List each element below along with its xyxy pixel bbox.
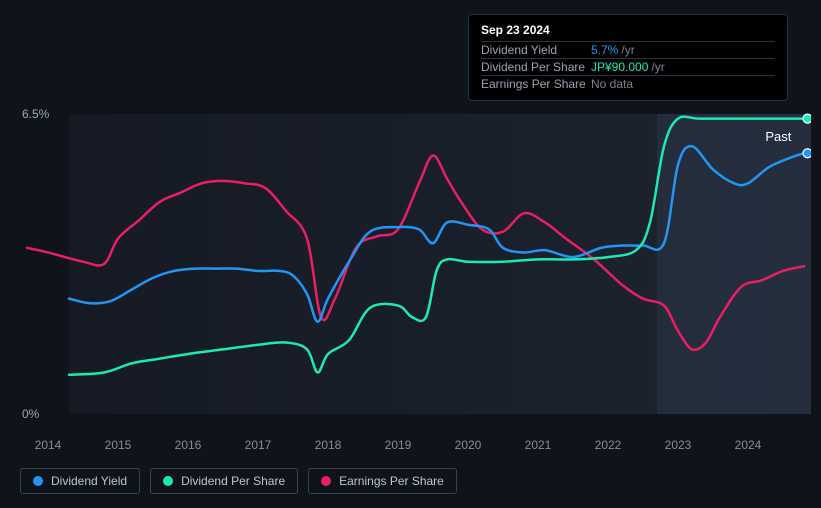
x-tick-2019: 2019: [385, 438, 412, 452]
tooltip-row-value: No data: [591, 77, 775, 91]
legend-item-label: Dividend Yield: [51, 474, 127, 488]
chart-legend: Dividend Yield Dividend Per Share Earnings…: [20, 468, 457, 494]
x-tick-2020: 2020: [455, 438, 482, 452]
legend-item-label: Dividend Per Share: [181, 474, 285, 488]
tooltip-date: Sep 23 2024: [481, 23, 775, 37]
legend-item-earnings_per_share[interactable]: Earnings Per Share: [308, 468, 457, 494]
x-tick-2015: 2015: [105, 438, 132, 452]
tooltip-row-label: Dividend Per Share: [481, 60, 591, 74]
x-tick-2021: 2021: [525, 438, 552, 452]
chart-tooltip: Sep 23 2024 Dividend Yield5.7%/yrDividen…: [468, 14, 788, 101]
legend-item-dividend_per_share[interactable]: Dividend Per Share: [150, 468, 298, 494]
x-tick-2016: 2016: [175, 438, 202, 452]
legend-item-dividend_yield[interactable]: Dividend Yield: [20, 468, 140, 494]
legend-dot-icon: [321, 476, 331, 486]
x-axis: 2014 2015 2016 2017 2018 2019 2020 2021 2022 2023…: [20, 438, 811, 458]
y-axis-label-top: 6.5%: [22, 107, 49, 121]
legend-dot-icon: [33, 476, 43, 486]
tooltip-row-label: Earnings Per Share: [481, 77, 591, 91]
legend-dot-icon: [163, 476, 173, 486]
x-tick-2023: 2023: [665, 438, 692, 452]
series-end-marker-dividend_yield: [803, 149, 811, 158]
x-tick-2022: 2022: [595, 438, 622, 452]
tooltip-row-value: 5.7%/yr: [591, 43, 775, 57]
tooltip-row: Dividend Per ShareJP¥90.000/yr: [481, 58, 775, 75]
x-tick-2018: 2018: [315, 438, 342, 452]
tooltip-row-value: JP¥90.000/yr: [591, 60, 775, 74]
tooltip-row: Earnings Per ShareNo data: [481, 75, 775, 92]
tooltip-row-label: Dividend Yield: [481, 43, 591, 57]
x-tick-2024: 2024: [735, 438, 762, 452]
x-tick-2017: 2017: [245, 438, 272, 452]
y-axis-label-bottom: 0%: [22, 407, 39, 421]
tooltip-row: Dividend Yield5.7%/yr: [481, 41, 775, 58]
past-marker-label: Past: [765, 129, 791, 144]
x-tick-2014: 2014: [35, 438, 62, 452]
legend-item-label: Earnings Per Share: [339, 474, 444, 488]
series-end-marker-dividend_per_share: [803, 114, 811, 123]
